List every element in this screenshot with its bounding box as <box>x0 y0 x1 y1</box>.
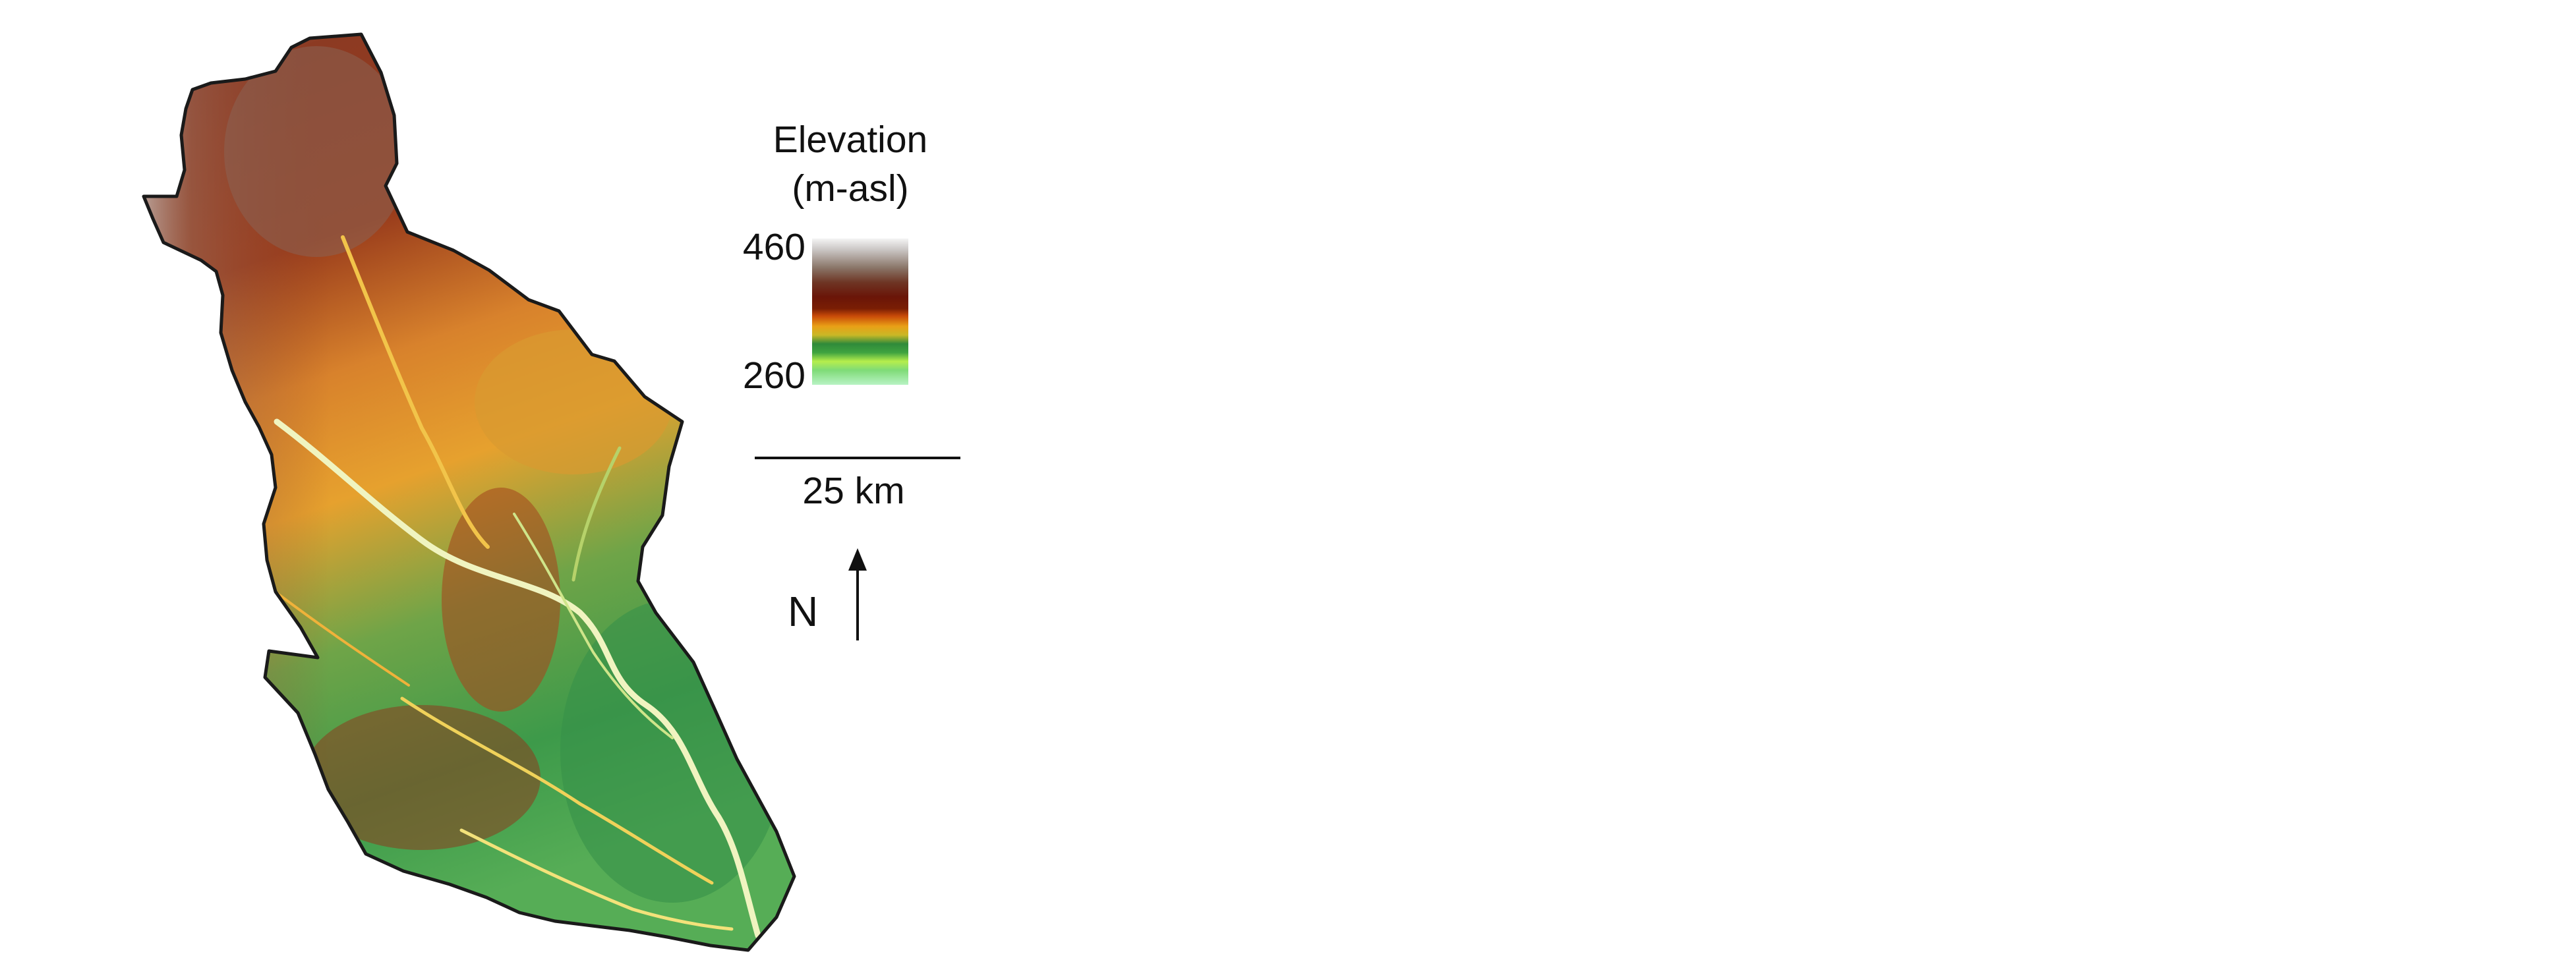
legend-title-line2: (m-asl) <box>792 167 909 210</box>
northern-plateau <box>224 46 409 257</box>
legend-max-label: 460 <box>742 226 805 268</box>
river-network <box>274 235 761 939</box>
north-arrow-icon <box>848 548 867 640</box>
main-river <box>274 418 761 939</box>
tributary-north <box>341 235 490 549</box>
elevation-map <box>144 34 794 950</box>
scale-bar-label: 25 km <box>802 470 905 512</box>
legend-min-label: 260 <box>742 354 805 397</box>
tributary-south-1 <box>400 696 714 885</box>
legend-color-ramp <box>812 239 908 385</box>
tributary-west <box>276 592 410 687</box>
lowland-plain <box>560 600 784 903</box>
tributary-south-2 <box>459 828 734 931</box>
central-ridge <box>442 488 560 712</box>
tributary-central <box>513 513 674 739</box>
northeast-upland <box>475 329 672 474</box>
tributary-east <box>571 446 622 582</box>
basin-boundary <box>142 32 796 952</box>
southwest-ridge <box>303 705 541 850</box>
legend-title-line1: Elevation <box>773 119 928 161</box>
north-label: N <box>788 588 819 635</box>
